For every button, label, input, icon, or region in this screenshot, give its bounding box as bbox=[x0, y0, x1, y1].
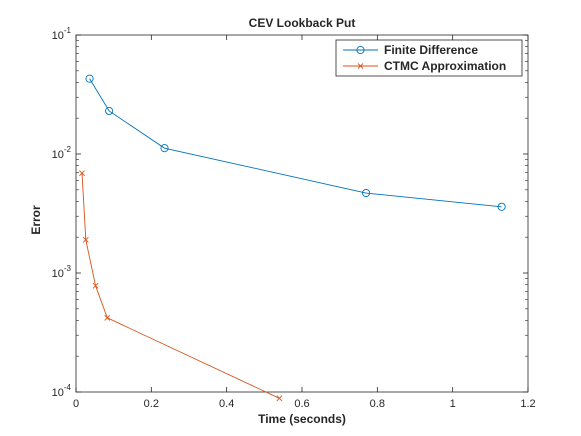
legend-label-0: Finite Difference bbox=[384, 43, 478, 57]
data-point-x bbox=[92, 282, 99, 289]
x-tick-label: 0.2 bbox=[144, 398, 159, 410]
legend-marker-x bbox=[357, 63, 364, 69]
y-tick-base: 10 bbox=[52, 268, 64, 280]
data-point-x bbox=[276, 395, 283, 402]
y-tick-label: 10-4 bbox=[52, 383, 72, 399]
data-point-x-stroke bbox=[92, 282, 99, 289]
x-tick-label: 0.6 bbox=[294, 398, 309, 410]
data-point-x-stroke bbox=[276, 395, 283, 402]
y-tick-label: 10-2 bbox=[52, 145, 72, 161]
y-axis-label: Error bbox=[29, 205, 43, 235]
y-tick-exponent: -4 bbox=[64, 383, 72, 392]
y-tick-label: 10-1 bbox=[52, 26, 72, 42]
data-point-circle bbox=[85, 74, 94, 83]
legend-marker-circle bbox=[356, 45, 365, 55]
x-tick-label: 0.8 bbox=[370, 398, 385, 410]
x-tick-label: 1.2 bbox=[520, 398, 535, 410]
data-point-circle bbox=[160, 144, 169, 153]
data-point-circle bbox=[105, 106, 114, 116]
y-tick-base: 10 bbox=[52, 30, 64, 42]
y-tick-base: 10 bbox=[52, 149, 64, 161]
series-line-0 bbox=[89, 78, 502, 208]
data-point-circle bbox=[497, 202, 506, 211]
y-tick-exponent: -2 bbox=[64, 145, 72, 154]
data-point-x bbox=[104, 314, 111, 321]
data-point-circle bbox=[361, 188, 371, 198]
plot-area: 0 0.2 0.4 0.6 0.8 1 1.210-410-310-210-1Finite … bbox=[52, 26, 536, 410]
data-point-x-stroke bbox=[82, 236, 89, 243]
x-tick-label: 1 bbox=[450, 398, 456, 410]
legend-box bbox=[335, 39, 523, 77]
x-tick-label: 0 bbox=[73, 398, 79, 410]
axes-box bbox=[75, 34, 529, 393]
y-tick-exponent: -3 bbox=[64, 264, 72, 273]
x-axis-label: Time (seconds) bbox=[258, 412, 346, 426]
data-point-x bbox=[79, 170, 85, 177]
y-tick-base: 10 bbox=[52, 387, 64, 399]
data-point-x bbox=[82, 236, 89, 243]
y-tick-label: 10-3 bbox=[52, 264, 72, 280]
x-tick-label: 0.4 bbox=[219, 398, 234, 410]
y-tick-exponent: -1 bbox=[64, 26, 72, 35]
chart-title: CEV Lookback Put bbox=[249, 16, 356, 30]
data-point-x-stroke bbox=[79, 170, 85, 177]
legend-label-1: CTMC Approximation bbox=[384, 59, 506, 73]
data-point-x-stroke bbox=[104, 314, 111, 321]
